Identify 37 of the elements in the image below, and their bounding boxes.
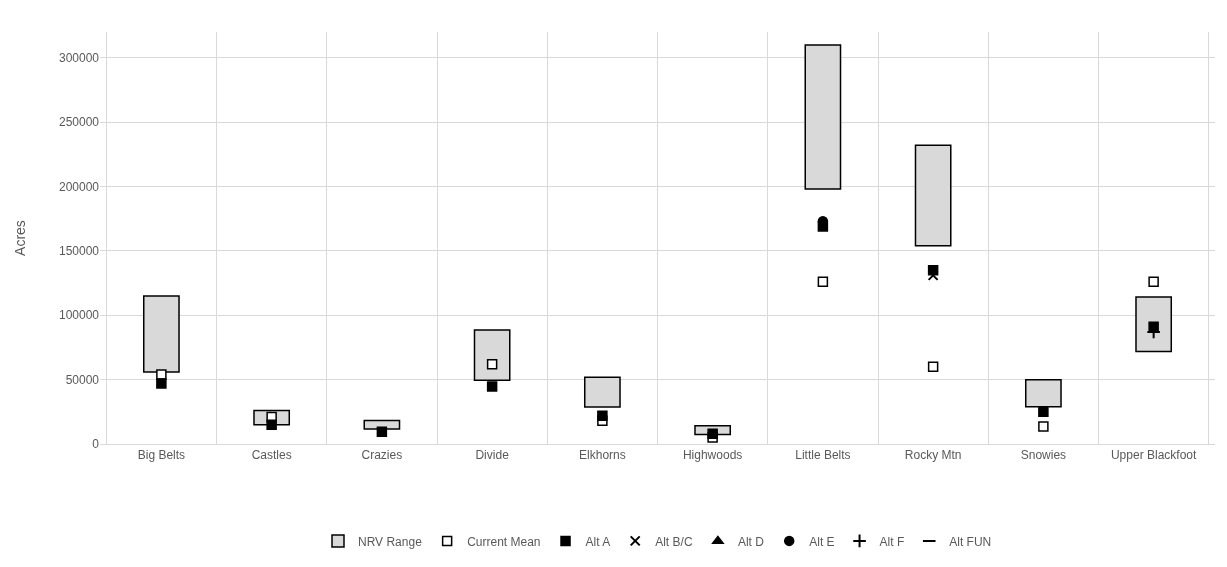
legend-label: Current Mean	[467, 534, 541, 549]
y-tick-label: 50000	[65, 372, 100, 387]
point	[817, 276, 829, 288]
point	[486, 358, 498, 370]
x-tick-label: Castles	[251, 448, 292, 463]
x-tick-label: Little Belts	[795, 448, 851, 463]
point	[1038, 406, 1049, 418]
legend-label: Alt B/C	[655, 534, 693, 549]
legend-label: Alt FUN	[949, 534, 992, 549]
legend-label: NRV Range	[358, 534, 423, 549]
y-tick-label: 200000	[58, 179, 100, 194]
legend-label: Alt D	[737, 534, 765, 549]
legend-label: Alt A	[585, 534, 611, 549]
x-tick-label: Rocky Mtn	[904, 448, 962, 463]
legend-label: Alt F	[879, 534, 905, 549]
point	[597, 410, 608, 421]
y-tick-label: 300000	[58, 50, 100, 65]
legend-label: Alt E	[809, 534, 835, 549]
y-tick-label: 0	[92, 437, 100, 452]
point	[376, 426, 388, 437]
x-tick-label: Big Belts	[137, 448, 186, 463]
point	[927, 361, 939, 372]
point	[707, 428, 718, 440]
point	[486, 381, 498, 392]
x-tick-label: Highwoods	[682, 448, 743, 463]
x-tick-label: Elkhorns	[579, 448, 626, 463]
x-tick-label: Divide	[475, 448, 510, 463]
y-axis-title: Acres	[11, 220, 28, 256]
x-tick-label: Crazies	[361, 448, 403, 463]
point	[266, 419, 277, 430]
x-tick-label: Snowies	[1020, 448, 1067, 463]
y-tick-label: 250000	[58, 115, 100, 130]
y-tick-label: 100000	[58, 308, 100, 323]
point	[156, 369, 167, 380]
y-tick-label: 150000	[58, 244, 100, 259]
x-tick-label: Upper Blackfoot	[1110, 448, 1197, 463]
point	[156, 378, 167, 389]
